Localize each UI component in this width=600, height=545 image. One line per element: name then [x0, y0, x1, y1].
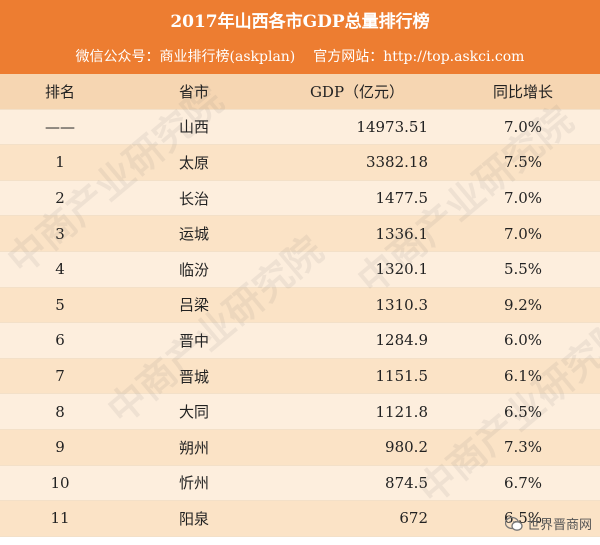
- table-row: 2 长治 1477.5 7.0%: [0, 180, 600, 217]
- cell-gdp: 14973.51: [356, 117, 428, 136]
- cell-city: 山西: [178, 118, 209, 137]
- cell-rank: 3: [55, 224, 65, 243]
- cell-rank: 7: [55, 367, 65, 386]
- cell-city: 晋中: [178, 331, 209, 350]
- table-row: 6 晋中 1284.9 6.0%: [0, 323, 600, 359]
- table-row: 11 阳泉 672 6.5%: [0, 501, 600, 537]
- cell-rank: 6: [55, 331, 65, 350]
- website-text: 官方网站：http://top.askci.com: [313, 49, 525, 65]
- table-row: 7 晋城 1151.5 6.1%: [0, 358, 600, 395]
- wechat-account-text: 微信公众号：商业排行榜(askplan): [75, 49, 296, 65]
- cell-gdp: 874.5: [385, 473, 428, 492]
- header-rank: 排名: [44, 82, 75, 101]
- cell-gdp: 1284.9: [375, 331, 429, 350]
- cell-city: 朔州: [178, 438, 209, 457]
- header-city: 省市: [178, 82, 209, 101]
- cell-gdp: 1477.5: [375, 189, 429, 208]
- cell-rank: ——: [45, 117, 75, 136]
- cell-city: 临汾: [178, 260, 209, 279]
- cell-growth: 6.7%: [503, 473, 543, 492]
- cell-gdp: 1121.8: [375, 402, 429, 421]
- cell-city: 吕梁: [178, 296, 209, 315]
- cell-city: 太原: [178, 153, 209, 172]
- cell-rank: 5: [55, 295, 65, 314]
- cell-gdp: 672: [399, 509, 428, 528]
- header-growth: 同比增长: [492, 82, 553, 101]
- cell-growth: 6.0%: [503, 331, 543, 350]
- cell-rank: 10: [50, 473, 70, 492]
- source-line: 微信公众号：商业排行榜(askplan) 官方网站：http://top.ask…: [0, 38, 600, 74]
- cell-city: 忻州: [178, 474, 209, 493]
- table-body: —— 山西 14973.51 7.0% 1 太原 3382.18 7.5% 2 长治 1477.5 7…: [0, 109, 600, 537]
- wechat-badge-text: 世界晋商网: [526, 518, 592, 533]
- cell-rank: 2: [55, 189, 65, 208]
- cell-rank: 4: [55, 260, 65, 279]
- cell-city: 晋城: [178, 367, 209, 386]
- cell-gdp: 1310.3: [375, 295, 429, 314]
- cell-city: 阳泉: [178, 509, 209, 528]
- cell-gdp: 980.2: [385, 438, 428, 457]
- cell-rank: 9: [55, 438, 65, 457]
- wechat-badge: 世界晋商网: [504, 514, 592, 533]
- table-row: 1 太原 3382.18 7.5%: [0, 145, 600, 181]
- cell-growth: 7.0%: [503, 117, 543, 136]
- cell-gdp: 1320.1: [375, 260, 429, 279]
- cell-city: 长治: [178, 189, 209, 208]
- table-row: 10 忻州 874.5 6.7%: [0, 465, 600, 502]
- cell-growth: 7.3%: [503, 438, 543, 457]
- cell-city: 运城: [178, 225, 209, 244]
- table-row: 5 吕梁 1310.3 9.2%: [0, 287, 600, 324]
- header-gdp: GDP（亿元）: [309, 82, 405, 101]
- table-row: 9 朔州 980.2 7.3%: [0, 429, 600, 466]
- cell-growth: 6.1%: [503, 367, 543, 386]
- cell-growth: 6.5%: [503, 402, 543, 421]
- cell-rank: 8: [55, 402, 65, 421]
- cell-gdp: 1151.5: [375, 367, 429, 386]
- cell-rank: 1: [55, 153, 65, 172]
- cell-growth: 9.2%: [503, 295, 543, 314]
- table-row: 3 运城 1336.1 7.0%: [0, 216, 600, 252]
- cell-rank: 11: [50, 509, 70, 528]
- cell-growth: 7.5%: [503, 153, 543, 172]
- cell-gdp: 1336.1: [375, 224, 429, 243]
- table-row: 8 大同 1121.8 6.5%: [0, 394, 600, 430]
- cell-growth: 7.0%: [503, 189, 543, 208]
- cell-growth: 5.5%: [503, 260, 543, 279]
- table-title-text: 2017年山西各市GDP总量排行榜: [170, 11, 430, 32]
- table-row: —— 山西 14973.51 7.0%: [0, 109, 600, 146]
- table-title: 2017年山西各市GDP总量排行榜: [0, 0, 600, 38]
- cell-gdp: 3382.18: [365, 153, 428, 172]
- cell-growth: 7.0%: [503, 224, 543, 243]
- gdp-table: 排名 省市 GDP（亿元） 同比增长 —— 山西 14973.51 7.0% 1 太原 33…: [0, 74, 600, 537]
- cell-city: 大同: [178, 403, 209, 422]
- table-row: 4 临汾 1320.1 5.5%: [0, 251, 600, 288]
- table-header-row: 排名 省市 GDP（亿元） 同比增长: [0, 74, 600, 110]
- wechat-icon: [504, 516, 523, 531]
